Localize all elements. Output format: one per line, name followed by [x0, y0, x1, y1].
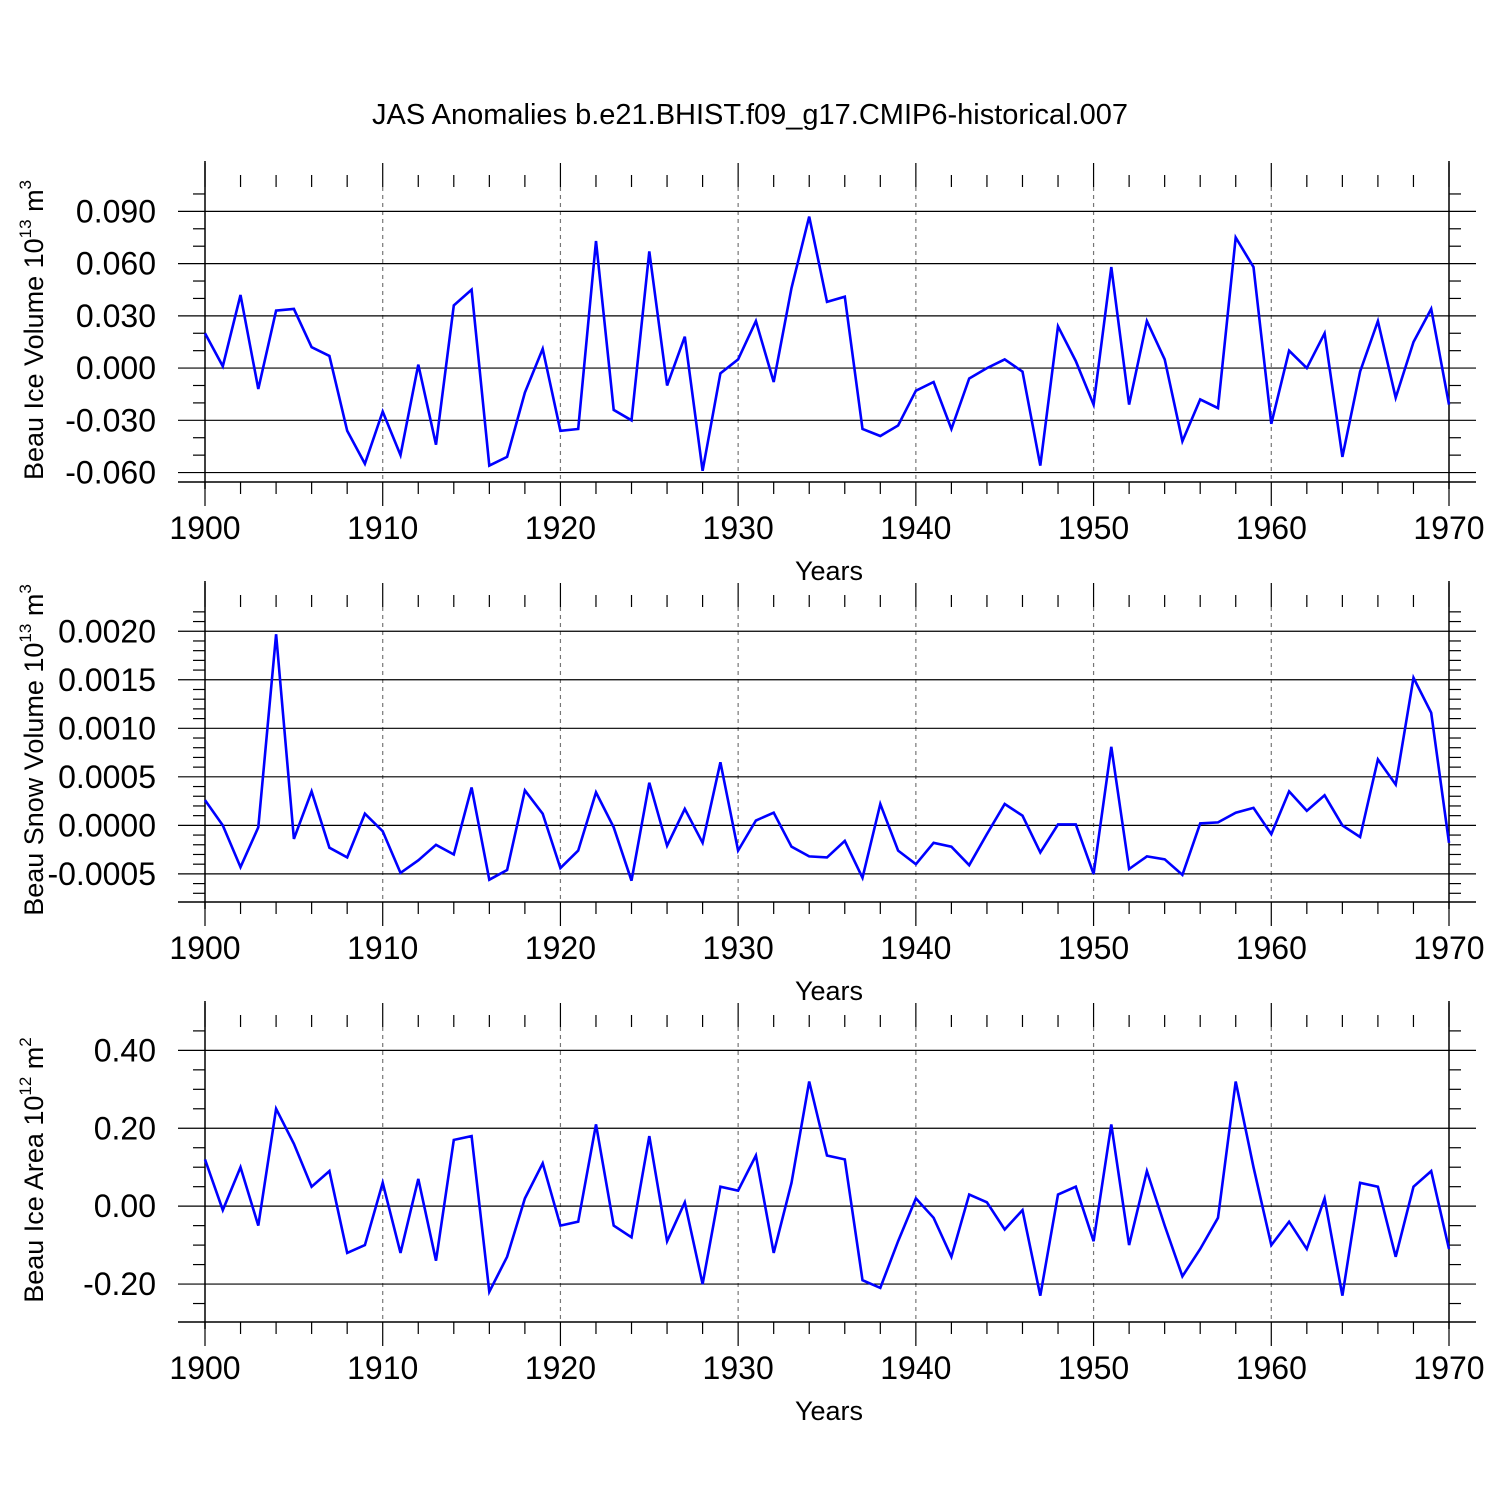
- y-axis-title-main: Beau Snow Volume 10: [19, 643, 49, 916]
- y-tick-label: -0.030: [65, 402, 156, 438]
- y-axis-title-unit-exponent: 3: [16, 180, 35, 189]
- y-axis-title-unit: m: [19, 189, 49, 219]
- y-axis-title-unit-exponent: 2: [16, 1037, 35, 1046]
- x-tick-label: 1970: [1413, 1350, 1484, 1386]
- y-tick-label: 0.030: [76, 298, 156, 334]
- chart-panel-ice-volume: -0.060 -0.030 0.000 0.030 0.060 0.090 1900 1910…: [16, 161, 1485, 586]
- y-axis-title-unit: m: [19, 594, 49, 624]
- y-tick-label: 0.0005: [58, 759, 156, 795]
- y-tick-label: 0.0000: [58, 807, 156, 843]
- x-tick-label: 1970: [1413, 930, 1484, 966]
- series-line-ice-volume: [203, 216, 1451, 472]
- x-tick-label: 1960: [1236, 930, 1307, 966]
- x-tick-label: 1930: [703, 510, 774, 546]
- x-tick-label: 1920: [525, 510, 596, 546]
- y-tick-label: -0.0005: [47, 856, 156, 892]
- y-axis-title: Beau Ice Volume 1013 m3: [16, 180, 49, 480]
- y-tick-label: 0.0015: [58, 662, 156, 698]
- y-tick-label: 0.0010: [58, 710, 156, 746]
- x-tick-label: 1940: [880, 510, 951, 546]
- x-tick-label: 1940: [880, 930, 951, 966]
- y-tick-label: 0.0020: [58, 613, 156, 649]
- x-tick-label: 1920: [525, 930, 596, 966]
- y-axis-title-main: Beau Ice Area 10: [19, 1096, 49, 1303]
- series-line-snow-volume: [203, 634, 1451, 882]
- x-axis-title: Years: [795, 556, 863, 586]
- x-tick-label: 1930: [703, 930, 774, 966]
- x-axis-title: Years: [795, 976, 863, 1006]
- x-tick-label: 1960: [1236, 510, 1307, 546]
- x-tick-label: 1910: [347, 930, 418, 966]
- x-tick-label: 1900: [169, 1350, 240, 1386]
- y-axis-title-exponent: 13: [16, 624, 35, 643]
- x-tick-label: 1950: [1058, 510, 1129, 546]
- y-tick-label: 0.060: [76, 246, 156, 282]
- chart-panel-ice-area: -0.20 0.00 0.20 0.40 1900 1910 1920 1930 1940 195…: [16, 1001, 1485, 1426]
- y-axis-title-unit-exponent: 3: [16, 584, 35, 593]
- figure-title: JAS Anomalies b.e21.BHIST.f09_g17.CMIP6-…: [372, 99, 1128, 131]
- x-tick-label: 1940: [880, 1350, 951, 1386]
- y-axis-title-main: Beau Ice Volume 10: [19, 238, 49, 480]
- y-tick-label: 0.20: [94, 1110, 156, 1146]
- x-tick-label: 1900: [169, 930, 240, 966]
- y-tick-label: -0.20: [83, 1266, 156, 1302]
- x-tick-label: 1950: [1058, 1350, 1129, 1386]
- y-axis-title: Beau Snow Volume 1013 m3: [16, 584, 49, 916]
- panels: -0.060 -0.030 0.000 0.030 0.060 0.090 1900 1910…: [16, 161, 1485, 1426]
- x-tick-label: 1950: [1058, 930, 1129, 966]
- chart-panel-snow-volume: -0.0005 0.0000 0.0005 0.0010 0.0015 0.0020 190…: [16, 581, 1485, 1006]
- y-tick-label: 0.40: [94, 1032, 156, 1068]
- y-tick-label: -0.060: [65, 455, 156, 491]
- y-tick-label: 0.000: [76, 350, 156, 386]
- y-axis-title: Beau Ice Area 1012 m2: [16, 1037, 49, 1303]
- y-axis-title-exponent: 13: [16, 219, 35, 238]
- y-tick-label: 0.090: [76, 193, 156, 229]
- x-tick-label: 1910: [347, 1350, 418, 1386]
- x-tick-label: 1960: [1236, 1350, 1307, 1386]
- x-tick-label: 1920: [525, 1350, 596, 1386]
- series-line-ice-area: [203, 1081, 1451, 1297]
- x-tick-label: 1930: [703, 1350, 774, 1386]
- y-axis-title-unit: m: [19, 1047, 49, 1077]
- x-tick-label: 1900: [169, 510, 240, 546]
- x-tick-label: 1970: [1413, 510, 1484, 546]
- x-tick-label: 1910: [347, 510, 418, 546]
- y-tick-label: 0.00: [94, 1188, 156, 1224]
- y-axis-title-exponent: 12: [16, 1077, 35, 1096]
- x-axis-title: Years: [795, 1396, 863, 1426]
